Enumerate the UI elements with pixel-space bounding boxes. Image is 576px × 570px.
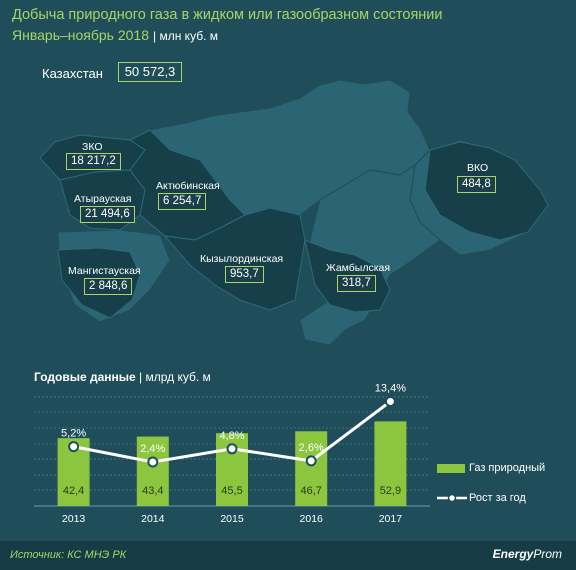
region-aktobe-name: Актюбинская — [156, 180, 220, 192]
logo-rest: Prom — [533, 547, 562, 561]
region-atyrau-name: Атырауская — [74, 193, 132, 205]
region-mangystau-value: 2 848,6 — [84, 278, 133, 295]
map-region-kyzylorda — [163, 207, 306, 311]
bar-label-2015: 45,5 — [221, 485, 242, 497]
growth-label-2017: 13,4% — [375, 383, 406, 395]
growth-point-2015 — [226, 443, 238, 455]
growth-label-2014: 2,4% — [140, 443, 165, 455]
x-tick-2014: 2014 — [141, 513, 165, 525]
legend-line-swatch — [437, 493, 467, 503]
growth-label-2015: 4,8% — [219, 430, 244, 442]
region-vko-name: ВКО — [467, 162, 489, 174]
footer: Источник: КС МНЭ РК EnergyProm — [0, 541, 576, 570]
legend-bar-label: Газ природный — [469, 462, 546, 474]
legend-bar: Газ природный — [437, 462, 545, 474]
growth-point-2014 — [147, 456, 159, 468]
kazakhstan-value: 50 572,3 — [118, 62, 182, 82]
legend-line: Рост за год — [437, 492, 526, 504]
logo-main: Energy — [492, 547, 534, 561]
region-kyzylorda-value: 953,7 — [225, 266, 264, 283]
legend-bar-swatch — [437, 463, 465, 473]
x-tick-2016: 2016 — [300, 513, 324, 525]
kazakhstan-label: Казахстан — [42, 66, 103, 81]
region-atyrau-value: 21 494,6 — [80, 206, 135, 223]
bar-2016 — [295, 431, 328, 506]
source-text: Источник: КС МНЭ РК — [10, 549, 127, 561]
x-tick-2017: 2017 — [379, 513, 403, 525]
energyprom-logo: EnergyProm — [493, 547, 562, 561]
growth-point-2016 — [305, 455, 317, 467]
bar-label-2013: 42,4 — [63, 485, 84, 497]
growth-label-2013: 5,2% — [61, 428, 86, 440]
bar-2017 — [374, 421, 407, 506]
unit-label: | млн куб. м — [153, 29, 218, 43]
annual-chart: 42,4 2013 43,4 2014 45,5 2015 46,7 2016 52,9 2017… — [34, 383, 430, 525]
growth-point-2013 — [68, 441, 80, 453]
legend-line-label: Рост за год — [469, 492, 526, 504]
page-title: Добыча природного газа в жидком или газо… — [12, 7, 443, 23]
bar-label-2017: 52,9 — [380, 485, 401, 497]
region-aktobe-value: 6 254,7 — [158, 193, 207, 210]
region-zko-value: 18 217,2 — [66, 153, 121, 170]
region-mangystau-name: Мангистауская — [68, 265, 141, 277]
annual-title: Годовые данные | млрд куб. м — [34, 370, 211, 384]
region-zhambyl-value: 318,7 — [337, 275, 376, 292]
period-label: Январь–ноябрь 2018 — [12, 27, 150, 43]
page-subtitle: Январь–ноябрь 2018 | млн куб. м — [12, 27, 443, 43]
x-tick-2015: 2015 — [220, 513, 244, 525]
bar-2014 — [136, 436, 169, 506]
growth-label-2016: 2,6% — [299, 442, 324, 454]
region-zko-name: ЗКО — [82, 141, 103, 153]
bar-label-2016: 46,7 — [300, 485, 321, 497]
region-vko-value: 484,8 — [457, 176, 496, 193]
growth-point-2017 — [384, 396, 396, 407]
x-tick-2013: 2013 — [62, 513, 86, 525]
bar-label-2014: 43,4 — [142, 485, 163, 497]
annual-title-text: Годовые данные — [34, 370, 136, 384]
header: Добыча природного газа в жидком или газо… — [12, 7, 443, 43]
region-zhambyl-name: Жамбылская — [326, 262, 391, 274]
region-kyzylorda-name: Кызылординская — [200, 253, 284, 265]
annual-unit: | млрд куб. м — [139, 370, 211, 384]
